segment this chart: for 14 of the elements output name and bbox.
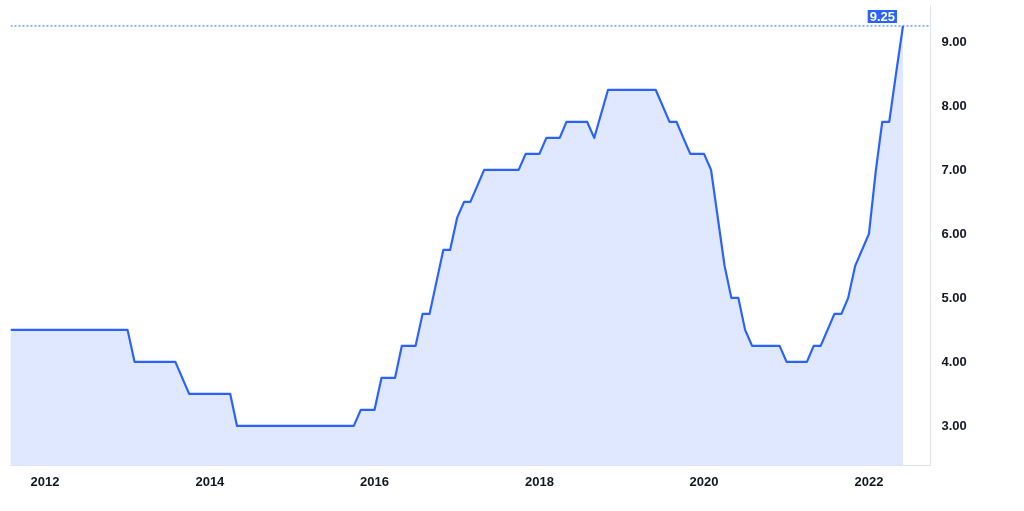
y-tick-label: 8.00	[941, 98, 967, 114]
x-tick-label: 2022	[854, 473, 884, 489]
y-tick-label: 9.00	[941, 34, 967, 50]
x-tick-label: 2018	[524, 473, 554, 489]
x-tick-label: 2020	[689, 473, 719, 489]
x-tick-label: 2016	[360, 473, 389, 489]
y-tick-label: 7.00	[941, 162, 967, 178]
y-tick-label: 5.00	[941, 290, 967, 306]
ref-line-label: 9.25	[869, 8, 895, 24]
y-tick-label: 4.00	[941, 354, 967, 370]
x-tick-label: 2012	[30, 473, 60, 489]
x-tick-label: 2014	[195, 473, 226, 489]
y-tick-label: 3.00	[941, 418, 967, 434]
y-tick-label: 6.00	[941, 226, 967, 242]
